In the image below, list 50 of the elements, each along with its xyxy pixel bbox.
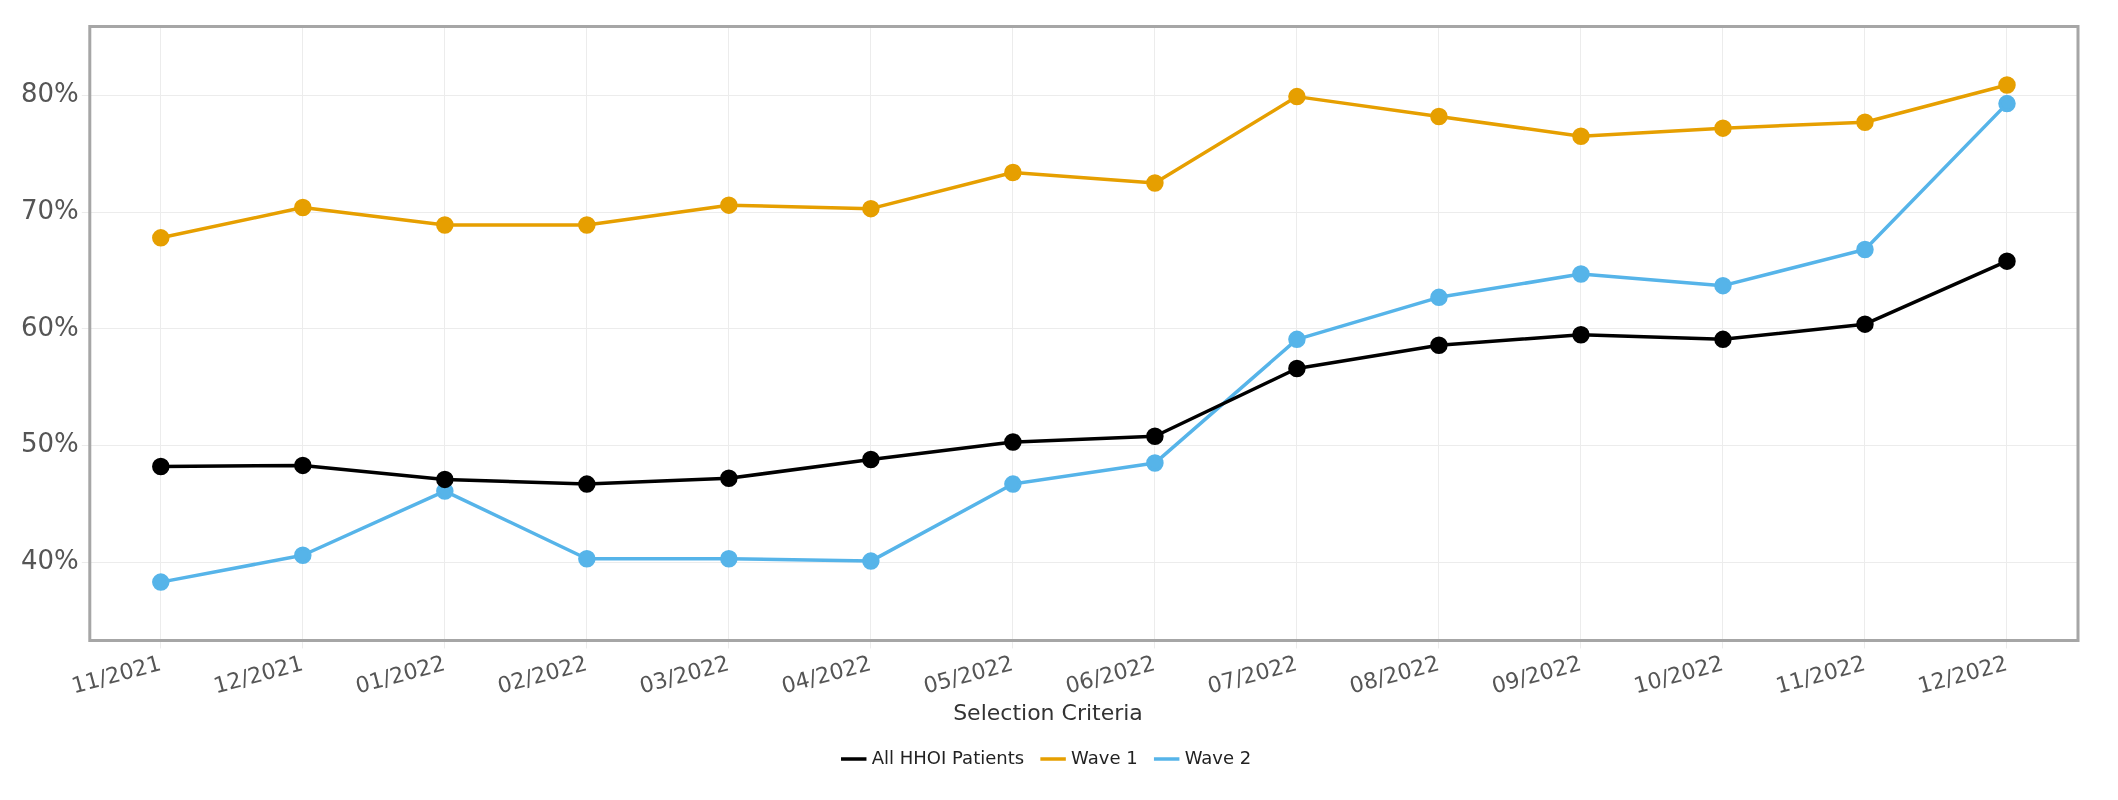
point (1288, 87, 1306, 106)
point (720, 469, 738, 487)
point (1430, 336, 1448, 354)
y-tick-label: 70% (20, 194, 79, 225)
point (1856, 240, 1874, 259)
point (1004, 433, 1022, 451)
point (294, 546, 312, 564)
point (294, 198, 312, 217)
point (1146, 174, 1164, 192)
point (1714, 119, 1732, 137)
point (1288, 330, 1306, 349)
point (1146, 427, 1164, 445)
legend-title: Selection Criteria (953, 700, 1143, 726)
point (1998, 94, 2016, 113)
point (152, 573, 170, 591)
point (152, 229, 170, 247)
legend-label: All HHOI Patients (871, 746, 1025, 768)
point (1572, 325, 1590, 344)
point (1998, 76, 2016, 94)
point (578, 216, 596, 234)
point (1856, 315, 1874, 333)
point (436, 216, 454, 234)
point (1714, 330, 1732, 349)
point (1430, 107, 1448, 126)
point (436, 470, 454, 489)
point (1572, 265, 1590, 283)
point (1572, 127, 1590, 146)
y-tick-label: 80% (20, 78, 79, 109)
point (862, 552, 880, 570)
point (862, 199, 880, 218)
point (152, 457, 170, 476)
point (1004, 475, 1022, 493)
y-tick-label: 40% (20, 545, 79, 576)
y-tick-label: 50% (20, 428, 79, 459)
point (578, 550, 596, 568)
point (1004, 163, 1022, 182)
point (1856, 113, 1874, 132)
legend-label: Wave 2 (1184, 746, 1252, 768)
point (1998, 252, 2016, 270)
point (578, 475, 596, 493)
point (1288, 359, 1306, 378)
legend-label: Wave 1 (1071, 746, 1138, 768)
point (1146, 454, 1164, 472)
point (720, 550, 738, 568)
y-tick-label: 60% (20, 311, 79, 342)
point (1714, 276, 1732, 295)
point (1430, 288, 1448, 307)
point (862, 450, 880, 469)
point (294, 456, 312, 475)
point (720, 196, 738, 214)
